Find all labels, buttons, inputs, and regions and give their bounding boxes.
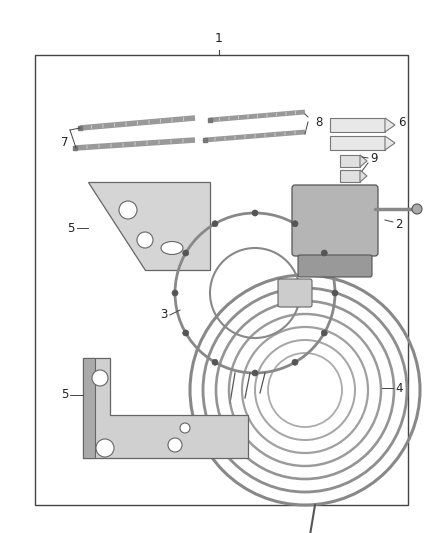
Circle shape — [172, 290, 178, 296]
Text: 1: 1 — [215, 31, 223, 44]
Polygon shape — [360, 170, 367, 182]
Circle shape — [168, 438, 182, 452]
Polygon shape — [88, 182, 210, 270]
Bar — [340, 170, 360, 182]
Text: 4: 4 — [395, 382, 403, 394]
FancyBboxPatch shape — [278, 279, 312, 307]
Circle shape — [183, 330, 189, 336]
Polygon shape — [385, 136, 395, 150]
Circle shape — [252, 370, 258, 376]
Circle shape — [332, 290, 338, 296]
Circle shape — [96, 439, 114, 457]
Text: 5: 5 — [67, 222, 75, 235]
Polygon shape — [360, 155, 367, 167]
Text: 3: 3 — [161, 309, 168, 321]
Circle shape — [212, 359, 218, 365]
Text: 6: 6 — [398, 116, 406, 128]
FancyBboxPatch shape — [292, 185, 378, 256]
Polygon shape — [83, 358, 95, 458]
Bar — [35, 55, 408, 505]
Text: 9: 9 — [370, 151, 378, 165]
Bar — [340, 155, 360, 167]
Circle shape — [180, 423, 190, 433]
Bar — [330, 118, 385, 132]
Circle shape — [321, 330, 327, 336]
Circle shape — [212, 221, 218, 227]
Circle shape — [321, 250, 327, 256]
Circle shape — [119, 201, 137, 219]
Circle shape — [292, 359, 298, 365]
Circle shape — [137, 232, 153, 248]
Text: 8: 8 — [315, 116, 322, 128]
Text: 7: 7 — [60, 135, 68, 149]
Polygon shape — [83, 358, 248, 458]
Ellipse shape — [161, 241, 183, 254]
Circle shape — [183, 250, 189, 256]
Circle shape — [92, 370, 108, 386]
Bar — [330, 136, 385, 150]
Polygon shape — [385, 118, 395, 132]
FancyBboxPatch shape — [298, 255, 372, 277]
Text: 2: 2 — [395, 219, 403, 231]
Circle shape — [292, 221, 298, 227]
Circle shape — [412, 204, 422, 214]
Text: 5: 5 — [60, 389, 68, 401]
Circle shape — [252, 210, 258, 216]
